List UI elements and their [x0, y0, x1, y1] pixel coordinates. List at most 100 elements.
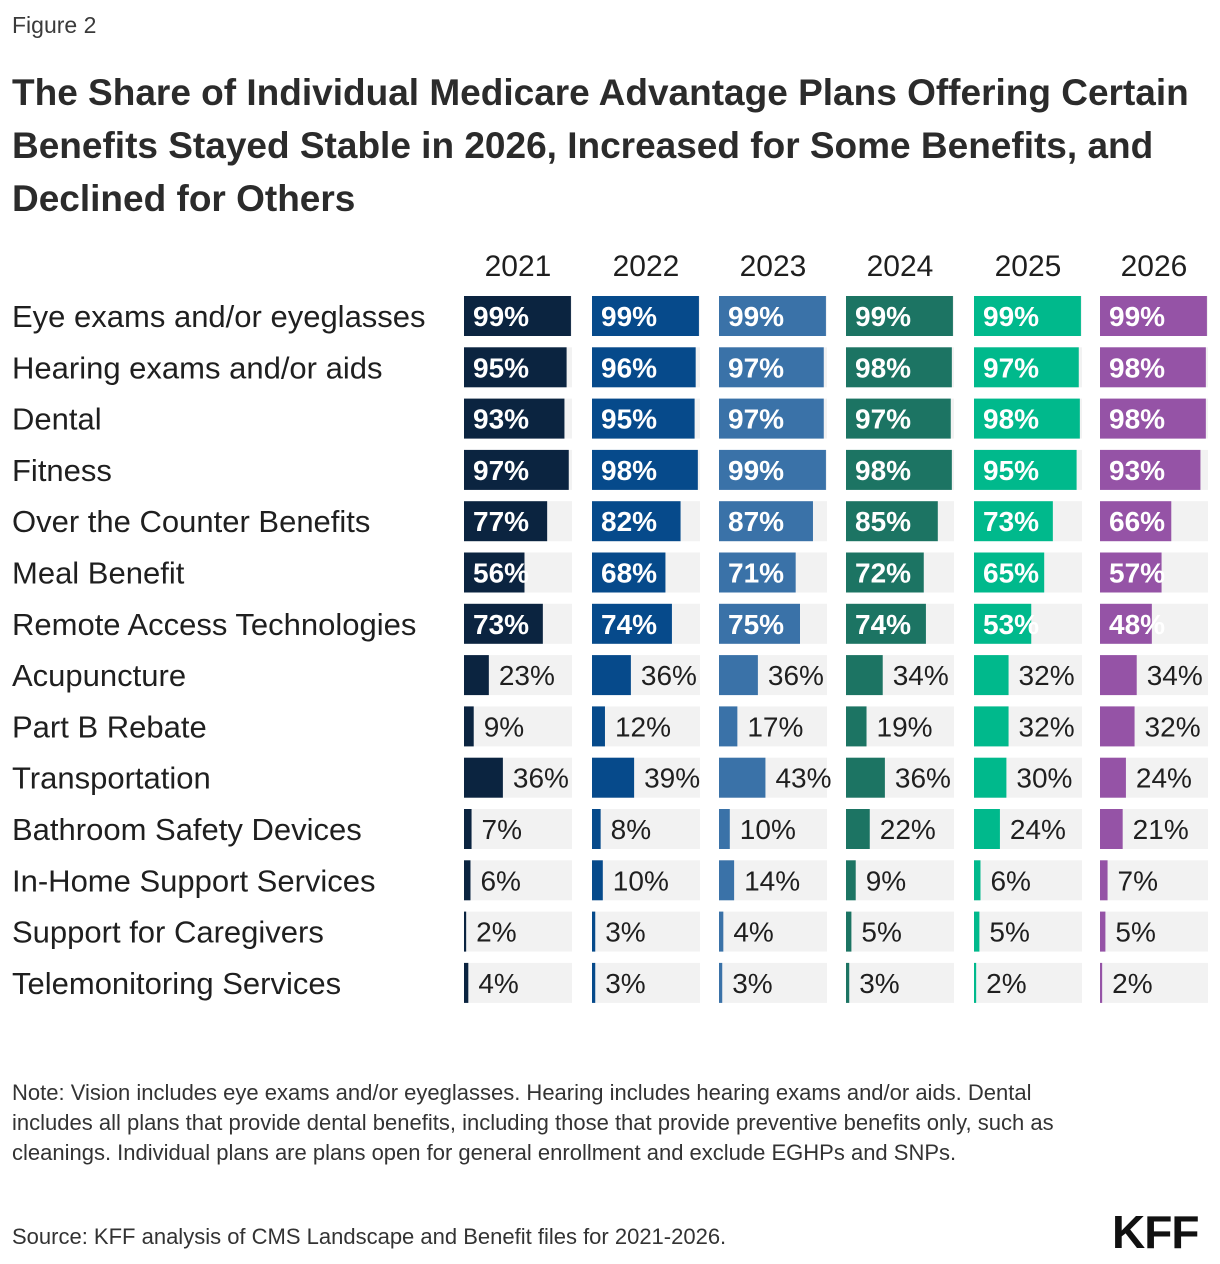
bar-track — [974, 860, 1082, 901]
bar-track — [592, 911, 700, 952]
data-label: 98% — [855, 352, 911, 383]
bar-track — [464, 962, 572, 1003]
data-label: 48% — [1109, 609, 1165, 640]
data-label: 57% — [1109, 558, 1165, 589]
data-label: 21% — [1133, 814, 1189, 845]
data-label: 99% — [601, 301, 657, 332]
data-label: 98% — [1109, 352, 1165, 383]
data-label: 98% — [855, 455, 911, 486]
bar — [464, 860, 471, 901]
row-label: Fitness — [12, 453, 112, 488]
bar-track — [1100, 911, 1208, 952]
data-label: 34% — [1147, 660, 1203, 691]
year-header-2022: 2022 — [613, 250, 680, 283]
row-label: Bathroom Safety Devices — [12, 812, 362, 847]
bar — [1100, 860, 1108, 901]
bar — [974, 552, 1045, 593]
bar — [464, 501, 548, 542]
bar-chart: 2021 2022 2023 2024 2025 2026 Eye exams and/o… — [12, 250, 1208, 1003]
row-label: Remote Access Technologies — [12, 607, 416, 642]
bar — [464, 552, 525, 593]
data-label: 4% — [733, 917, 773, 948]
data-label: 99% — [473, 301, 529, 332]
year-header-2025: 2025 — [995, 250, 1062, 283]
bar — [719, 860, 735, 901]
data-label: 10% — [613, 865, 669, 896]
data-label: 93% — [1109, 455, 1165, 486]
bar — [592, 501, 681, 542]
bar-track — [464, 860, 572, 901]
bar — [719, 449, 826, 490]
data-label: 3% — [605, 917, 645, 948]
data-label: 23% — [499, 660, 555, 691]
data-label: 19% — [877, 711, 933, 742]
bar — [1100, 552, 1162, 593]
bar — [464, 347, 567, 388]
bar — [719, 757, 766, 798]
data-label: 98% — [983, 404, 1039, 435]
data-label: 66% — [1109, 506, 1165, 537]
bar — [719, 706, 738, 747]
bar — [1100, 757, 1126, 798]
bar — [974, 809, 1000, 849]
bar-track — [974, 911, 1082, 952]
data-label: 97% — [983, 352, 1039, 383]
bar — [719, 501, 813, 542]
data-label: 7% — [482, 814, 522, 845]
row-label: Meal Benefit — [12, 556, 185, 591]
bar — [1100, 911, 1106, 952]
data-label: 93% — [473, 404, 529, 435]
bar-track — [846, 860, 954, 901]
data-label: 3% — [859, 968, 899, 999]
bar-track — [1100, 860, 1208, 901]
bar — [974, 911, 980, 952]
row-label: Dental — [12, 402, 102, 437]
chart-note: Note: Vision includes eye exams and/or e… — [12, 1080, 1054, 1165]
data-label: 53% — [983, 609, 1039, 640]
data-label: 2% — [476, 917, 516, 948]
bar — [1100, 655, 1137, 696]
bar — [719, 962, 723, 1003]
bar — [1100, 296, 1207, 336]
data-label: 87% — [728, 506, 784, 537]
bar — [592, 398, 695, 439]
data-label: 7% — [1118, 865, 1158, 896]
bar — [974, 757, 1007, 798]
kff-logo: KFF — [1112, 1206, 1199, 1258]
bar-track — [1100, 962, 1208, 1003]
data-label: 36% — [768, 660, 824, 691]
bar-track — [592, 706, 700, 747]
data-label: 2% — [986, 968, 1026, 999]
bar — [592, 347, 696, 388]
data-label: 65% — [983, 558, 1039, 589]
data-label: 32% — [1145, 711, 1201, 742]
data-label: 82% — [601, 506, 657, 537]
bar-track — [464, 911, 572, 952]
data-label: 22% — [880, 814, 936, 845]
bar — [592, 552, 666, 593]
bar — [974, 347, 1079, 388]
chart-source: Source: KFF analysis of CMS Landscape an… — [12, 1224, 727, 1249]
bar — [974, 296, 1081, 336]
bar — [846, 603, 926, 644]
bar — [464, 296, 571, 336]
year-header-2023: 2023 — [740, 250, 807, 283]
bar — [592, 655, 631, 696]
data-label: 97% — [728, 352, 784, 383]
data-label: 97% — [473, 455, 529, 486]
bar — [592, 296, 699, 336]
data-label: 99% — [728, 301, 784, 332]
bar — [719, 347, 824, 388]
data-label: 10% — [740, 814, 796, 845]
bar — [846, 757, 885, 798]
bar — [464, 809, 472, 849]
data-label: 75% — [728, 609, 784, 640]
bar — [719, 655, 758, 696]
bar-track — [464, 706, 572, 747]
data-label: 8% — [611, 814, 651, 845]
bar-track — [719, 911, 827, 952]
row-label: Telemonitoring Services — [12, 966, 341, 1001]
data-label: 36% — [641, 660, 697, 691]
data-label: 3% — [732, 968, 772, 999]
bar — [1100, 706, 1135, 747]
